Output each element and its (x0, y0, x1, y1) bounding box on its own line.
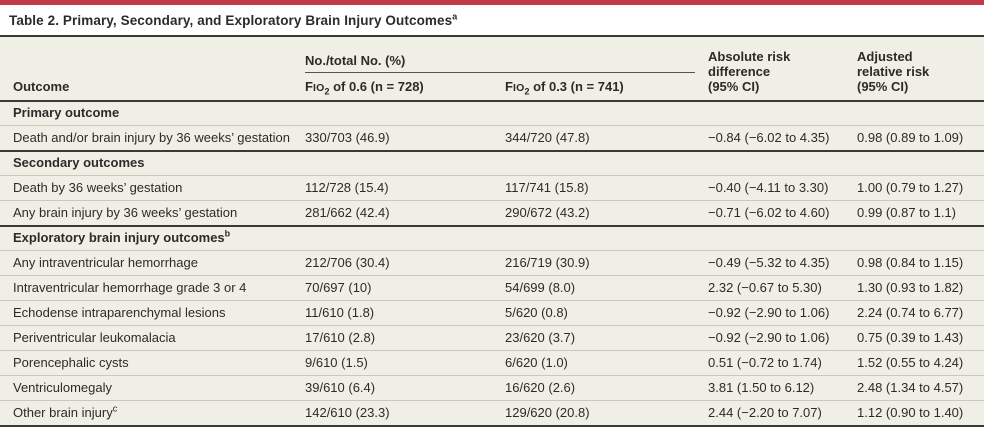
outcome-cell: Any intraventricular hemorrhage (13, 255, 198, 270)
table-row: Death by 36 weeks’ gestation 112/728 (15.… (0, 175, 984, 200)
value-cell-2: 129/620 (20.8) (505, 405, 590, 420)
section-title: Exploratory brain injury outcomesb (13, 228, 231, 245)
outcome-cell: Periventricular leukomalacia (13, 330, 176, 345)
outcome-cell: Echodense intraparenchymal lesions (13, 305, 226, 320)
title-footnote-marker: a (452, 11, 458, 22)
outcome-cell: Porencephalic cysts (13, 355, 129, 370)
value-cell-3: −0.71 (−6.02 to 4.60) (708, 205, 830, 220)
table-row: Intraventricular hemorrhage grade 3 or 4… (0, 275, 984, 300)
value-cell-1: 70/697 (10) (305, 280, 372, 295)
section-title: Secondary outcomes (13, 155, 145, 170)
value-cell-3: 2.32 (−0.67 to 5.30) (708, 280, 822, 295)
section-title: Primary outcome (13, 105, 120, 120)
column-header-outcome: Outcome (13, 79, 70, 94)
value-cell-2: 5/620 (0.8) (505, 305, 568, 320)
value-cell-4: 0.98 (0.84 to 1.15) (857, 255, 964, 270)
value-cell-1: 281/662 (42.4) (305, 205, 390, 220)
value-cell-4: 0.99 (0.87 to 1.1) (857, 205, 957, 220)
value-cell-4: 0.75 (0.39 to 1.43) (857, 330, 964, 345)
value-cell-1: 17/610 (2.8) (305, 330, 376, 345)
column-header-fio2-03: FIO2 of 0.3 (n = 741) (505, 79, 624, 97)
outcome-cell: Other brain injuryc (13, 403, 118, 420)
value-cell-3: −0.84 (−6.02 to 4.35) (708, 130, 830, 145)
outcome-cell: Death and/or brain injury by 36 weeks’ g… (13, 130, 291, 145)
column-header-absolute-risk: Absolute risk difference (95% CI) (708, 49, 791, 94)
value-cell-3: −0.92 (−2.90 to 1.06) (708, 330, 830, 345)
table-row: Other brain injuryc 142/610 (23.3) 129/620… (0, 400, 984, 425)
section-row: Primary outcome (0, 102, 984, 125)
section-row: Exploratory brain injury outcomesb (0, 225, 984, 250)
value-cell-3: −0.92 (−2.90 to 1.06) (708, 305, 830, 320)
value-cell-4: 1.52 (0.55 to 4.24) (857, 355, 964, 370)
value-cell-1: 11/610 (1.8) (305, 305, 375, 320)
value-cell-2: 23/620 (3.7) (505, 330, 576, 345)
outcomes-table: Outcome No./total No. (%) FIO2 of 0.6 (n… (0, 37, 984, 427)
value-cell-4: 1.00 (0.79 to 1.27) (857, 180, 964, 195)
value-cell-1: 112/728 (15.4) (305, 180, 389, 195)
value-cell-4: 2.48 (1.34 to 4.57) (857, 380, 964, 395)
value-cell-2: 216/719 (30.9) (505, 255, 590, 270)
table-row: Death and/or brain injury by 36 weeks’ g… (0, 125, 984, 150)
footnote-marker: c (112, 403, 118, 414)
value-cell-4: 1.30 (0.93 to 1.82) (857, 280, 964, 295)
value-cell-3: 0.51 (−0.72 to 1.74) (708, 355, 822, 370)
value-cell-4: 0.98 (0.89 to 1.09) (857, 130, 964, 145)
value-cell-1: 39/610 (6.4) (305, 380, 376, 395)
value-cell-1: 9/610 (1.5) (305, 355, 368, 370)
value-cell-1: 212/706 (30.4) (305, 255, 390, 270)
table-row: Any intraventricular hemorrhage 212/706 (… (0, 250, 984, 275)
table-row: Echodense intraparenchymal lesions 11/610… (0, 300, 984, 325)
fio2-column-headers: FIO2 of 0.6 (n = 728) FIO2 of 0.3 (n = 7… (305, 79, 708, 97)
column-header-relative-risk: Adjusted relative risk (95% CI) (857, 49, 930, 94)
table-row: Any brain injury by 36 weeks’ gestation 2… (0, 200, 984, 225)
value-cell-2: 16/620 (2.6) (505, 380, 576, 395)
value-cell-3: −0.40 (−4.11 to 3.30) (708, 180, 829, 195)
outcome-cell: Intraventricular hemorrhage grade 3 or 4 (13, 280, 247, 295)
table-body: Primary outcome Death and/or brain injury… (0, 102, 984, 427)
value-cell-2: 54/699 (8.0) (505, 280, 576, 295)
value-cell-2: 344/720 (47.8) (505, 130, 590, 145)
section-row: Secondary outcomes (0, 150, 984, 175)
value-cell-3: 2.44 (−2.20 to 7.07) (708, 405, 822, 420)
footnote-marker: b (224, 228, 231, 239)
value-cell-4: 2.24 (0.74 to 6.77) (857, 305, 964, 320)
value-cell-2: 290/672 (43.2) (505, 205, 590, 220)
table-row: Ventriculomegaly 39/610 (6.4) 16/620 (2.6)… (0, 375, 984, 400)
value-cell-1: 330/703 (46.9) (305, 130, 390, 145)
value-cell-4: 1.12 (0.90 to 1.40) (857, 405, 964, 420)
column-spanner-label: No./total No. (%) (305, 53, 695, 73)
value-cell-2: 117/741 (15.8) (505, 180, 589, 195)
table-title: Table 2. Primary, Secondary, and Explora… (9, 11, 458, 28)
outcome-cell: Ventriculomegaly (13, 380, 112, 395)
column-header-fio2-06: FIO2 of 0.6 (n = 728) (305, 79, 424, 97)
value-cell-2: 6/620 (1.0) (505, 355, 568, 370)
table-row: Porencephalic cysts 9/610 (1.5) 6/620 (1.0… (0, 350, 984, 375)
outcome-cell: Death by 36 weeks’ gestation (13, 180, 183, 195)
column-group-no-total: No./total No. (%) FIO2 of 0.6 (n = 728) … (305, 53, 708, 100)
table-title-block: Table 2. Primary, Secondary, and Explora… (0, 5, 984, 37)
table-header-row: Outcome No./total No. (%) FIO2 of 0.6 (n… (0, 37, 984, 102)
table-row: Periventricular leukomalacia 17/610 (2.8)… (0, 325, 984, 350)
outcome-cell: Any brain injury by 36 weeks’ gestation (13, 205, 238, 220)
value-cell-1: 142/610 (23.3) (305, 405, 390, 420)
value-cell-3: −0.49 (−5.32 to 4.35) (708, 255, 830, 270)
value-cell-3: 3.81 (1.50 to 6.12) (708, 380, 815, 395)
accent-top-bar (0, 0, 984, 5)
